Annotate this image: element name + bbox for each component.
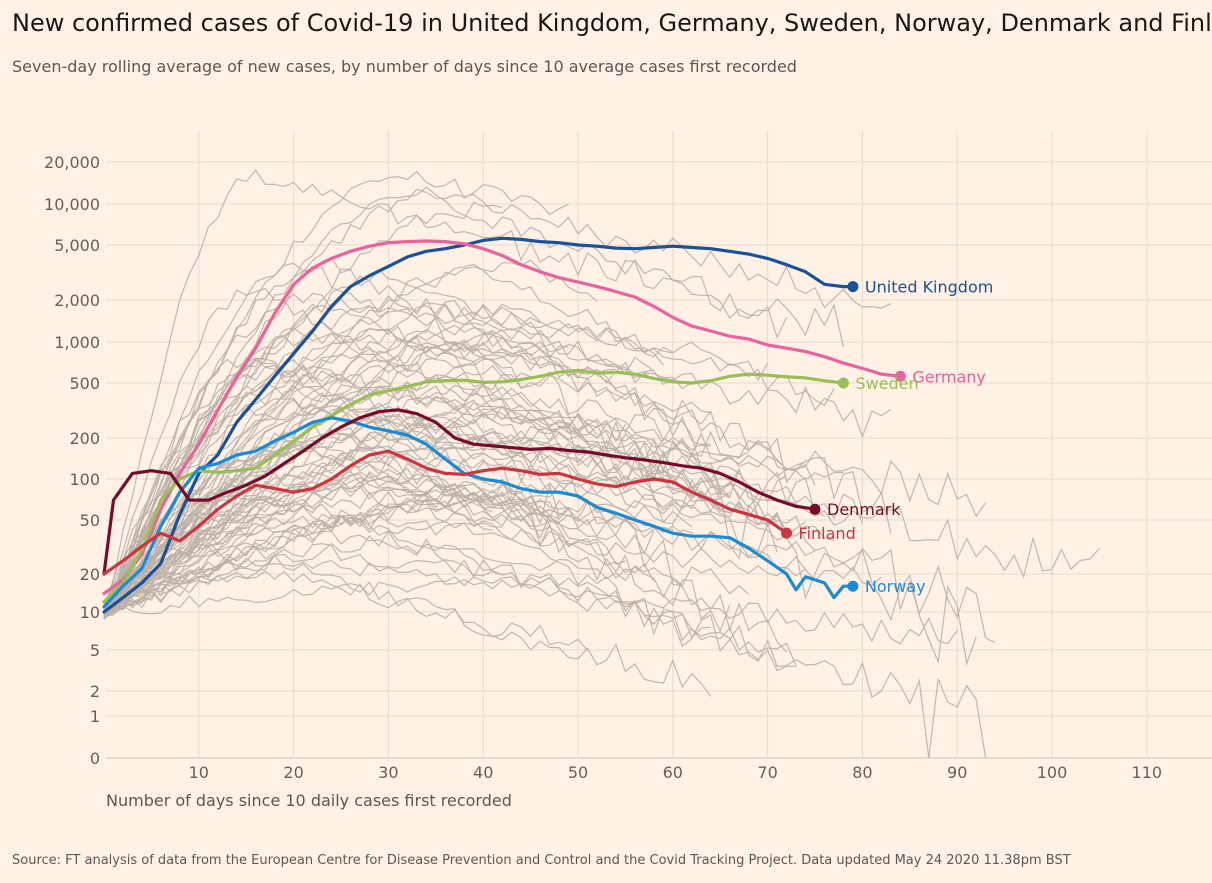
background-country-line: [103, 262, 721, 616]
background-country-line: [103, 472, 816, 615]
x-tick-label: 20: [283, 763, 303, 782]
background-country-line: [103, 404, 749, 618]
background-country-line: [103, 374, 711, 618]
background-country-line: [103, 438, 788, 611]
x-tick-label: 110: [1132, 763, 1163, 782]
y-tick-label: 20,000: [44, 153, 100, 172]
y-tick-label: 50: [80, 511, 100, 530]
background-country-line: [103, 169, 844, 614]
series-label: Finland: [799, 524, 856, 543]
background-country-line: [103, 513, 806, 618]
background-country-line: [103, 496, 797, 666]
background-country-line: [103, 520, 503, 611]
highlighted-series: [102, 236, 906, 614]
background-country-line: [103, 389, 787, 609]
background-country-line: [103, 397, 522, 614]
series-label: United Kingdom: [865, 278, 993, 297]
background-country-line: [103, 326, 674, 609]
series-end-point: [894, 370, 906, 382]
background-country-lines: [103, 169, 1100, 759]
background-country-line: [103, 425, 806, 615]
series-line-norway: [102, 416, 855, 609]
y-tick-label: 10: [80, 603, 100, 622]
background-country-line: [103, 413, 598, 610]
y-tick-label: 10,000: [44, 195, 100, 214]
y-tick-label: 200: [69, 429, 100, 448]
chart-subtitle: Seven-day rolling average of new cases, …: [12, 57, 797, 76]
background-country-line: [103, 371, 626, 615]
background-country-line: [103, 170, 569, 619]
y-tick-label: 5: [90, 641, 100, 660]
series-line-united-kingdom: [102, 236, 855, 614]
chart-title: New confirmed cases of Covid-19 in Unite…: [12, 9, 1212, 37]
background-country-line: [103, 268, 569, 606]
y-tick-label: 1,000: [54, 333, 100, 352]
x-axis-label: Number of days since 10 daily cases firs…: [106, 791, 512, 810]
background-country-line: [103, 292, 892, 617]
background-country-line: [103, 559, 958, 645]
source-note: Source: FT analysis of data from the Eur…: [12, 853, 1071, 868]
series-line-finland: [102, 449, 789, 576]
series-end-point: [781, 527, 793, 539]
y-tick-label: 2: [90, 682, 100, 701]
y-tick-label: 0: [90, 749, 100, 768]
background-country-line: [103, 263, 664, 609]
y-tick-label: 1: [90, 707, 100, 726]
background-country-line: [103, 328, 512, 619]
x-tick-label: 40: [473, 763, 493, 782]
background-country-line: [103, 391, 863, 612]
background-country-line: [103, 542, 503, 611]
x-tick-label: 100: [1037, 763, 1068, 782]
series-end-point: [809, 503, 821, 515]
background-country-line: [103, 482, 693, 613]
axis-ticks: 0 1 2 5 10 20 50 100 200 500 1,000 2,000 5,000 10,000…: [44, 153, 1162, 782]
y-tick-label: 100: [69, 470, 100, 489]
background-country-line: [103, 358, 816, 611]
series-label: Germany: [912, 367, 986, 386]
series-end-point: [847, 281, 859, 293]
background-country-line: [103, 295, 674, 620]
y-tick-label: 5,000: [54, 236, 100, 255]
background-country-line: [103, 573, 796, 672]
x-tick-label: 60: [663, 763, 683, 782]
series-label: Denmark: [827, 500, 901, 519]
background-country-line: [103, 304, 996, 644]
y-tick-label: 20: [80, 565, 100, 584]
background-country-line: [103, 428, 655, 620]
x-tick-label: 80: [852, 763, 872, 782]
x-tick-label: 50: [568, 763, 588, 782]
x-tick-label: 10: [189, 763, 209, 782]
background-country-line: [103, 331, 825, 619]
x-tick-label: 30: [378, 763, 398, 782]
background-country-line: [103, 525, 750, 613]
series-label: Norway: [865, 577, 926, 596]
series-line-denmark: [102, 408, 817, 576]
background-country-line: [103, 344, 531, 612]
background-country-line: [103, 490, 493, 617]
series-line-germany: [102, 239, 902, 596]
y-tick-label: 2,000: [54, 291, 100, 310]
background-country-line: [103, 470, 569, 616]
series-end-point: [847, 580, 859, 592]
series-line-sweden: [102, 368, 845, 604]
background-country-line: [103, 259, 598, 612]
x-tick-label: 90: [947, 763, 967, 782]
x-tick-label: 70: [757, 763, 777, 782]
background-country-line: [103, 287, 977, 666]
series-end-point: [837, 377, 849, 389]
background-country-line: [103, 357, 987, 607]
background-country-line: [103, 436, 721, 617]
series-label: Sweden: [855, 374, 918, 393]
y-tick-label: 500: [69, 374, 100, 393]
